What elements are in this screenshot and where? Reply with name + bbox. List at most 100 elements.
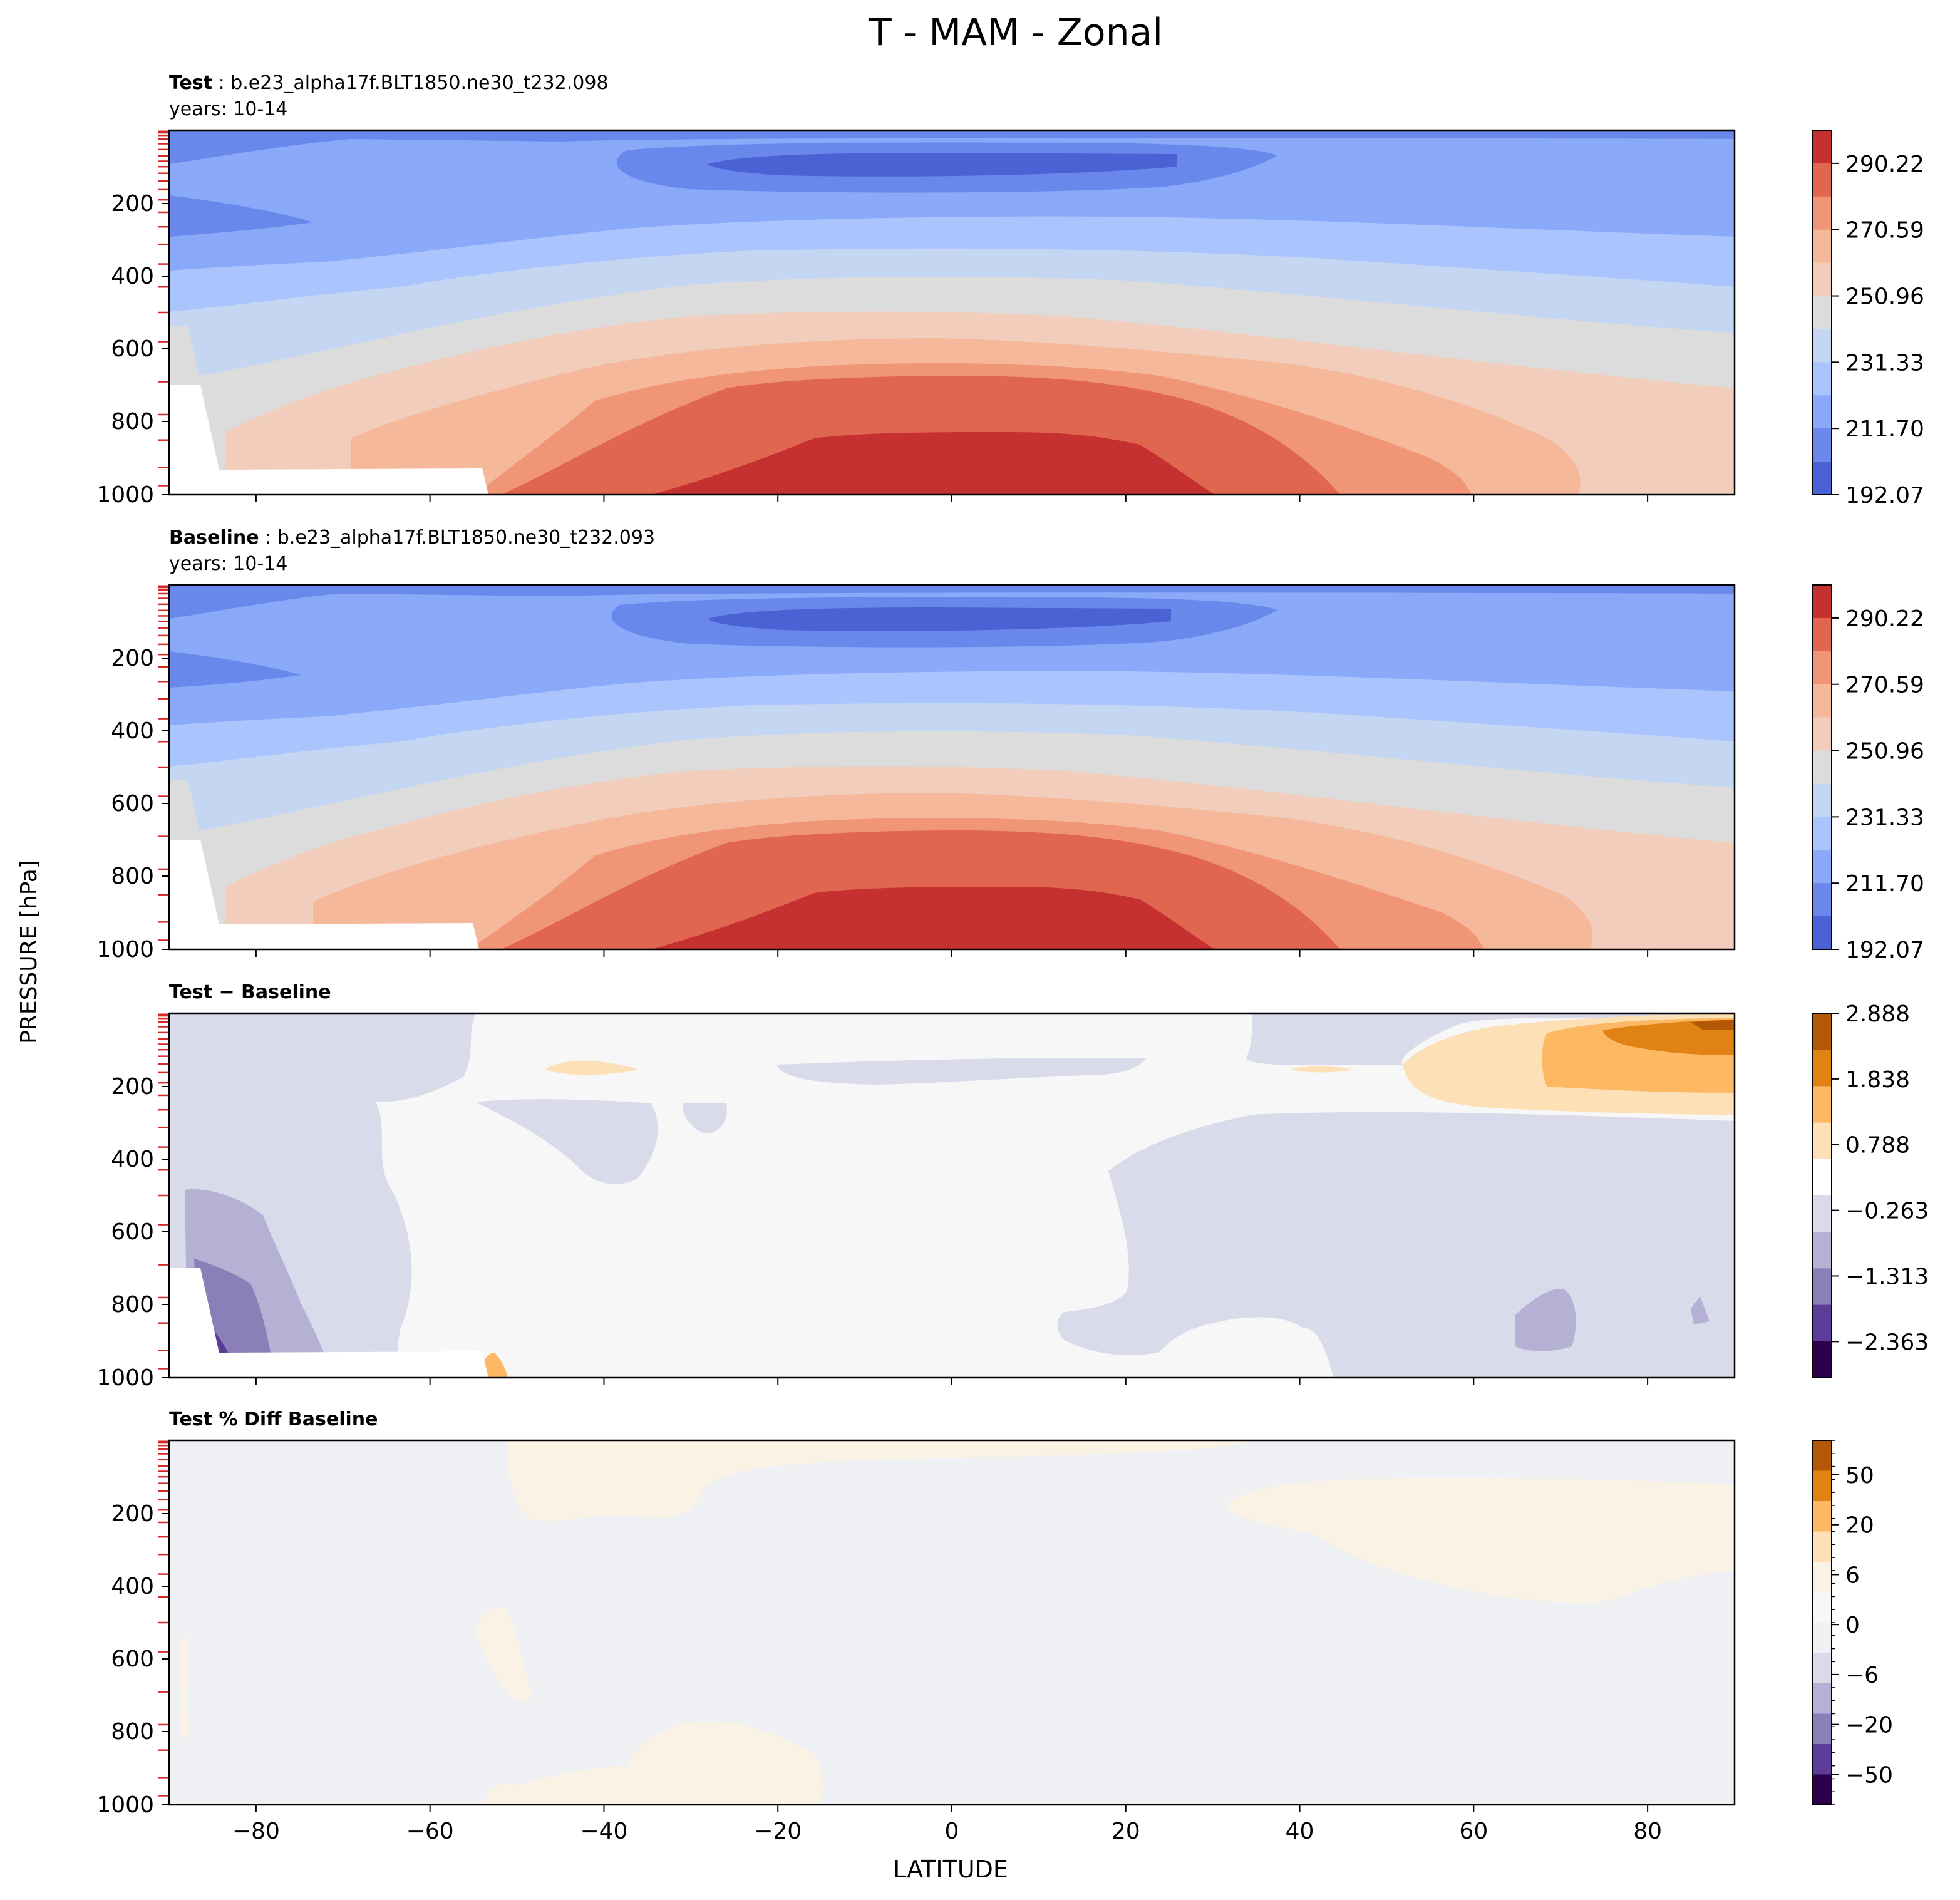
- colorbar-segment: [1813, 1086, 1832, 1123]
- x-axis-label: LATITUDE: [893, 1856, 1008, 1883]
- panel-test: Test : b.e23_alpha17f.BLT1850.ne30_t232.…: [96, 72, 1924, 509]
- panel-baseline-years: years: 10-14: [169, 553, 287, 575]
- colorbar-segment: [1813, 1501, 1832, 1532]
- colorbar-segment: [1813, 229, 1832, 264]
- colorbar-segment: [1813, 1122, 1832, 1160]
- colorbar-segment: [1813, 395, 1832, 429]
- panel-test-title-rest: : b.e23_alpha17f.BLT1850.ne30_t232.098: [212, 72, 608, 94]
- panel-percent-diff-colorbar: 50 20 6 0 −6 −20 −50: [1812, 1440, 1893, 1805]
- panel-test-title: Test : b.e23_alpha17f.BLT1850.ne30_t232.…: [169, 72, 609, 94]
- colorbar-tick-label: −50: [1845, 1762, 1893, 1788]
- ytick-label: 600: [111, 1646, 154, 1672]
- panel-percent-diff-field: [169, 1440, 1735, 1805]
- colorbar-segment: [1813, 1050, 1832, 1087]
- panel-baseline-title-bold: Baseline: [169, 527, 259, 549]
- panel-difference-level-ticks: [158, 1013, 168, 1370]
- pct-pos-mid: [476, 1607, 532, 1702]
- colorbar-tick-label: 192.07: [1845, 483, 1924, 509]
- panel-test-years: years: 10-14: [169, 98, 287, 120]
- panel-test-xticks: [255, 495, 1649, 502]
- colorbar-segment: [1813, 750, 1832, 784]
- colorbar-segment: [1813, 617, 1832, 652]
- colorbar-segment: [1813, 1531, 1832, 1562]
- diff-pos1-blob-a: [545, 1060, 639, 1075]
- colorbar-segment: [1813, 1470, 1832, 1502]
- panel-difference: Test − Baseline 200: [96, 981, 1929, 1391]
- band-cold2-jet: [169, 651, 301, 688]
- colorbar-tick-label: 231.33: [1845, 350, 1924, 376]
- panel-percent-diff: Test % Diff Baseline 200 400 600 800 100…: [96, 1408, 1893, 1844]
- band-cold3-trop: [708, 153, 1177, 177]
- ytick-label: 800: [111, 1719, 154, 1745]
- colorbar-segment: [1813, 1683, 1832, 1714]
- y-axis-label: PRESSURE [hPa]: [16, 860, 42, 1044]
- colorbar-segment: [1813, 651, 1832, 685]
- panel-test-level-ticks: [158, 130, 168, 487]
- xtick-label: −40: [580, 1819, 627, 1844]
- ytick-label: 200: [111, 1501, 154, 1527]
- ytick-label: 200: [111, 1074, 154, 1100]
- colorbar-tick-label: 290.22: [1845, 606, 1924, 632]
- colorbar-tick-label: −0.263: [1845, 1199, 1929, 1224]
- colorbar-segment: [1813, 1562, 1832, 1593]
- panel-baseline-field: [169, 585, 1735, 949]
- xtick-label: −20: [754, 1819, 802, 1844]
- ytick-label: 1000: [96, 1792, 154, 1818]
- diff-neg1-upper-band: [776, 1058, 1146, 1085]
- pct-pos-lower: [482, 1721, 823, 1805]
- band-cold2-jet: [169, 195, 313, 237]
- colorbar-segment: [1813, 883, 1832, 917]
- panel-test-title-bold: Test: [169, 72, 212, 94]
- colorbar-frame: [1812, 1013, 1832, 1378]
- panel-baseline: Baseline : b.e23_alpha17f.BLT1850.ne30_t…: [96, 527, 1924, 963]
- panel-baseline-level-ticks: [158, 585, 168, 941]
- xtick-label: 60: [1459, 1819, 1488, 1844]
- colorbar-segment: [1813, 1195, 1832, 1232]
- terrain-mask: [169, 1268, 488, 1378]
- colorbar-tick-label: 250.96: [1845, 284, 1924, 310]
- colorbar-tick-label: 290.22: [1845, 152, 1924, 177]
- panel-percent-diff-level-ticks: [158, 1440, 168, 1797]
- colorbar-frame: [1812, 130, 1832, 495]
- xtick-label: 0: [945, 1819, 959, 1844]
- colorbar-segment: [1813, 196, 1832, 230]
- xtick-label: −60: [406, 1819, 454, 1844]
- ytick-label: 200: [111, 191, 154, 217]
- panel-percent-diff-xticks: −80 −60 −40 −20 0 20 40 60 80: [232, 1805, 1662, 1844]
- panel-test-yticks: 200 400 600 800 1000: [96, 191, 169, 508]
- colorbar-segment: [1813, 783, 1832, 817]
- panel-difference-field: [169, 1013, 1735, 1378]
- colorbar-segment: [1813, 1623, 1832, 1653]
- ytick-label: 800: [111, 864, 154, 889]
- ytick-label: 400: [111, 1147, 154, 1172]
- colorbar-tick-label: 2.888: [1845, 1001, 1910, 1027]
- colorbar-tick-label: 1.838: [1845, 1067, 1910, 1093]
- band-cold2-top: [169, 585, 1735, 619]
- colorbar-frame: [1812, 584, 1832, 950]
- colorbar-segment: [1813, 362, 1832, 396]
- colorbar-segment: [1813, 684, 1832, 718]
- panel-percent-diff-yticks: 200 400 600 800 1000: [96, 1501, 169, 1818]
- colorbar-segment: [1813, 130, 1832, 164]
- ytick-label: 800: [111, 409, 154, 435]
- colorbar-segment: [1813, 1159, 1832, 1196]
- band-warm4: [651, 887, 1215, 949]
- diff-pos1-blob-b: [1290, 1066, 1353, 1073]
- panel-baseline-xticks: [255, 949, 1649, 957]
- panel-test-colorbar: 290.22 270.59 250.96 231.33 211.70 192.07: [1812, 130, 1924, 509]
- band-cold2-top: [169, 130, 1735, 164]
- xtick-label: 20: [1112, 1819, 1140, 1844]
- diff-neg2-north: [1515, 1289, 1576, 1351]
- colorbar-tick-label: 270.59: [1845, 673, 1924, 698]
- panel-baseline-colorbar: 290.22 270.59 250.96 231.33 211.70 192.07: [1812, 584, 1924, 963]
- panel-difference-xticks: [255, 1378, 1649, 1385]
- colorbar-tick-label: 20: [1845, 1513, 1874, 1539]
- colorbar-segment: [1813, 817, 1832, 850]
- xtick-label: 40: [1286, 1819, 1314, 1844]
- figure-title: T - MAM - Zonal: [868, 11, 1163, 54]
- colorbar-segment: [1813, 1341, 1832, 1378]
- diff-neg1-upper-right: [1246, 1013, 1735, 1065]
- xtick-label: 80: [1633, 1819, 1662, 1844]
- colorbar-segment: [1813, 1440, 1832, 1471]
- colorbar-segment: [1813, 1744, 1832, 1775]
